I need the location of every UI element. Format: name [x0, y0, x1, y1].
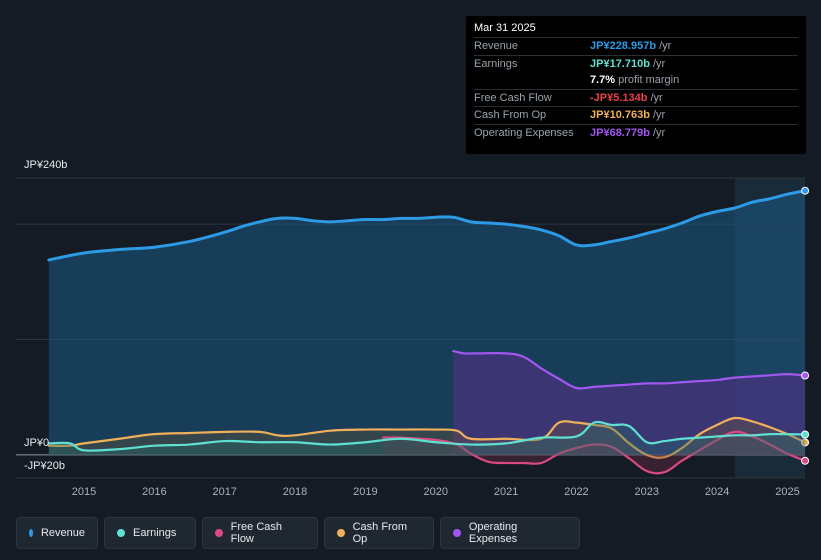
operating-expenses-line: [452, 349, 807, 390]
earnings-end-point: [801, 430, 810, 439]
tooltip-row-revenue: Revenue JP¥228.957b /yr: [474, 37, 798, 55]
x-tick-label: 2015: [72, 486, 96, 498]
legend-label: Revenue: [40, 527, 85, 539]
legend-cash-from-op[interactable]: Cash From Op: [324, 517, 434, 549]
tooltip-label: Operating Expenses: [474, 126, 574, 139]
y-axis-zero-label: JP¥0: [24, 437, 50, 449]
x-tick-label: 2020: [424, 486, 448, 498]
tooltip-label: Free Cash Flow: [474, 91, 552, 104]
legend-label: Operating Expenses: [468, 521, 518, 545]
x-tick-label: 2025: [775, 486, 799, 498]
revenue-dot-icon: [29, 529, 33, 537]
legend-label: Free Cash Flow: [230, 521, 283, 545]
legend-revenue[interactable]: Revenue: [16, 517, 98, 549]
revenue-end-point: [801, 186, 810, 195]
y-axis-top-label: JP¥240b: [24, 159, 68, 171]
x-tick-label: 2019: [353, 486, 377, 498]
cash-from-op-area: [48, 417, 806, 458]
tooltip-label: Earnings: [474, 57, 518, 70]
x-tick-label: 2016: [142, 486, 166, 498]
free-cash-flow-area: [382, 431, 806, 474]
x-tick-label: 2018: [283, 486, 307, 498]
tooltip-value: JP¥10.763b: [590, 109, 650, 122]
x-tick-label: 2021: [494, 486, 518, 498]
legend-earnings[interactable]: Earnings: [104, 517, 196, 549]
legend-label: Cash From Op: [352, 521, 407, 545]
tooltip-label: Cash From Op: [474, 109, 547, 122]
tooltip-unit: /yr: [652, 57, 666, 70]
tooltip-row-operating-expenses: Operating Expenses JP¥68.779b /yr: [474, 123, 798, 142]
tooltip-value: 7.7%: [590, 74, 616, 87]
free-cash-flow-dot-icon: [215, 529, 223, 537]
tooltip-unit: /yr: [650, 91, 663, 104]
operating-expenses-area: [453, 351, 806, 455]
tooltip-value: JP¥228.957b: [590, 40, 657, 53]
tooltip-row-earnings: Earnings JP¥17.710b /yr: [474, 54, 798, 73]
x-tick-label: 2024: [705, 486, 729, 498]
operating-expenses-end-point: [801, 371, 810, 380]
operating-expenses-dot-icon: [453, 529, 461, 537]
x-tick-label: 2023: [635, 486, 659, 498]
x-tick-label: 2017: [212, 486, 236, 498]
free-cash-flow-line: [381, 430, 807, 475]
x-tick-label: 2022: [564, 486, 588, 498]
cash-from-op-dot-icon: [337, 529, 345, 537]
free-cash-flow-end-point: [801, 456, 810, 465]
tooltip-unit: /yr: [652, 126, 666, 139]
chart-legend: Revenue Earnings Free Cash Flow Cash Fro…: [16, 517, 580, 549]
earnings-area: [48, 421, 806, 455]
tooltip-unit: /yr: [652, 109, 666, 122]
tooltip-row-free-cash-flow: Free Cash Flow -JP¥5.134b /yr: [474, 88, 798, 107]
earnings-line: [47, 420, 807, 452]
y-axis-bottom-label: -JP¥20b: [24, 460, 65, 472]
x-axis: 2015 2016 2017 2018 2019 2020 2021 2022 2023 2024…: [72, 486, 800, 498]
cash-from-op-end-point: [801, 438, 810, 447]
earnings-dot-icon: [117, 529, 125, 537]
tooltip-value: JP¥68.779b: [590, 126, 650, 139]
tooltip-value: JP¥17.710b: [590, 57, 650, 70]
revenue-line: [47, 189, 807, 262]
legend-operating-expenses[interactable]: Operating Expenses: [440, 517, 580, 549]
tooltip-row-cash-from-op: Cash From Op JP¥10.763b /yr: [474, 106, 798, 124]
data-tooltip: Mar 31 2025 Revenue JP¥228.957b /yr Earn…: [466, 16, 806, 154]
tooltip-date: Mar 31 2025: [474, 22, 536, 34]
tooltip-unit: /yr: [659, 40, 672, 53]
tooltip-unit: profit margin: [618, 74, 680, 87]
tooltip-value: -JP¥5.134b: [590, 91, 648, 104]
cash-from-op-line: [47, 416, 807, 459]
tooltip-label: Revenue: [474, 40, 519, 53]
legend-free-cash-flow[interactable]: Free Cash Flow: [202, 517, 318, 549]
chart-series: [47, 186, 810, 475]
tooltip-row-profit-margin: 7.7% profit margin: [474, 72, 798, 89]
legend-label: Earnings: [133, 527, 177, 539]
